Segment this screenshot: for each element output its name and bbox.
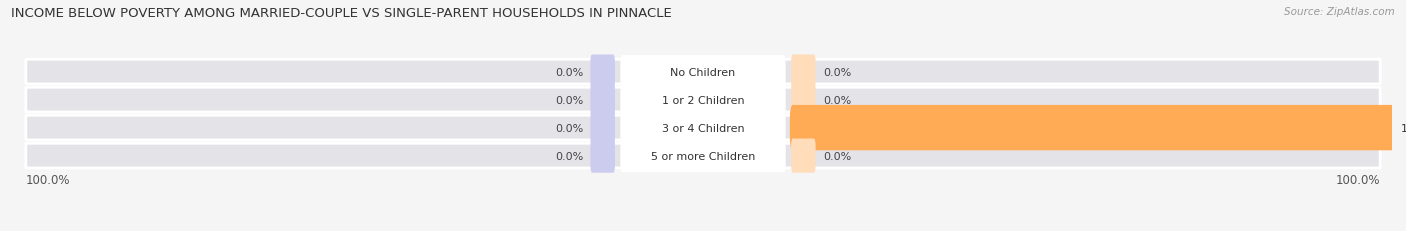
FancyBboxPatch shape [25,88,1381,112]
FancyBboxPatch shape [620,112,786,145]
Text: No Children: No Children [671,67,735,77]
FancyBboxPatch shape [792,55,815,89]
FancyBboxPatch shape [790,106,1395,151]
FancyBboxPatch shape [620,140,786,172]
FancyBboxPatch shape [25,116,1381,140]
Text: 0.0%: 0.0% [823,67,851,77]
FancyBboxPatch shape [591,139,614,173]
FancyBboxPatch shape [25,60,1381,85]
Text: 100.0%: 100.0% [27,173,70,186]
FancyBboxPatch shape [591,83,614,117]
Text: 0.0%: 0.0% [555,95,583,105]
FancyBboxPatch shape [792,83,815,117]
Text: 100.0%: 100.0% [1336,173,1379,186]
Text: 0.0%: 0.0% [823,95,851,105]
FancyBboxPatch shape [591,55,614,89]
Text: INCOME BELOW POVERTY AMONG MARRIED-COUPLE VS SINGLE-PARENT HOUSEHOLDS IN PINNACL: INCOME BELOW POVERTY AMONG MARRIED-COUPL… [11,7,672,20]
Text: 0.0%: 0.0% [823,151,851,161]
FancyBboxPatch shape [620,56,786,89]
Text: 1 or 2 Children: 1 or 2 Children [662,95,744,105]
FancyBboxPatch shape [792,139,815,173]
Text: 3 or 4 Children: 3 or 4 Children [662,123,744,133]
FancyBboxPatch shape [25,144,1381,168]
Text: 5 or more Children: 5 or more Children [651,151,755,161]
Text: Source: ZipAtlas.com: Source: ZipAtlas.com [1284,7,1395,17]
FancyBboxPatch shape [591,111,614,145]
Text: 0.0%: 0.0% [555,123,583,133]
Text: 100.0%: 100.0% [1400,123,1406,133]
Text: 0.0%: 0.0% [555,67,583,77]
Text: 0.0%: 0.0% [555,151,583,161]
FancyBboxPatch shape [620,84,786,117]
